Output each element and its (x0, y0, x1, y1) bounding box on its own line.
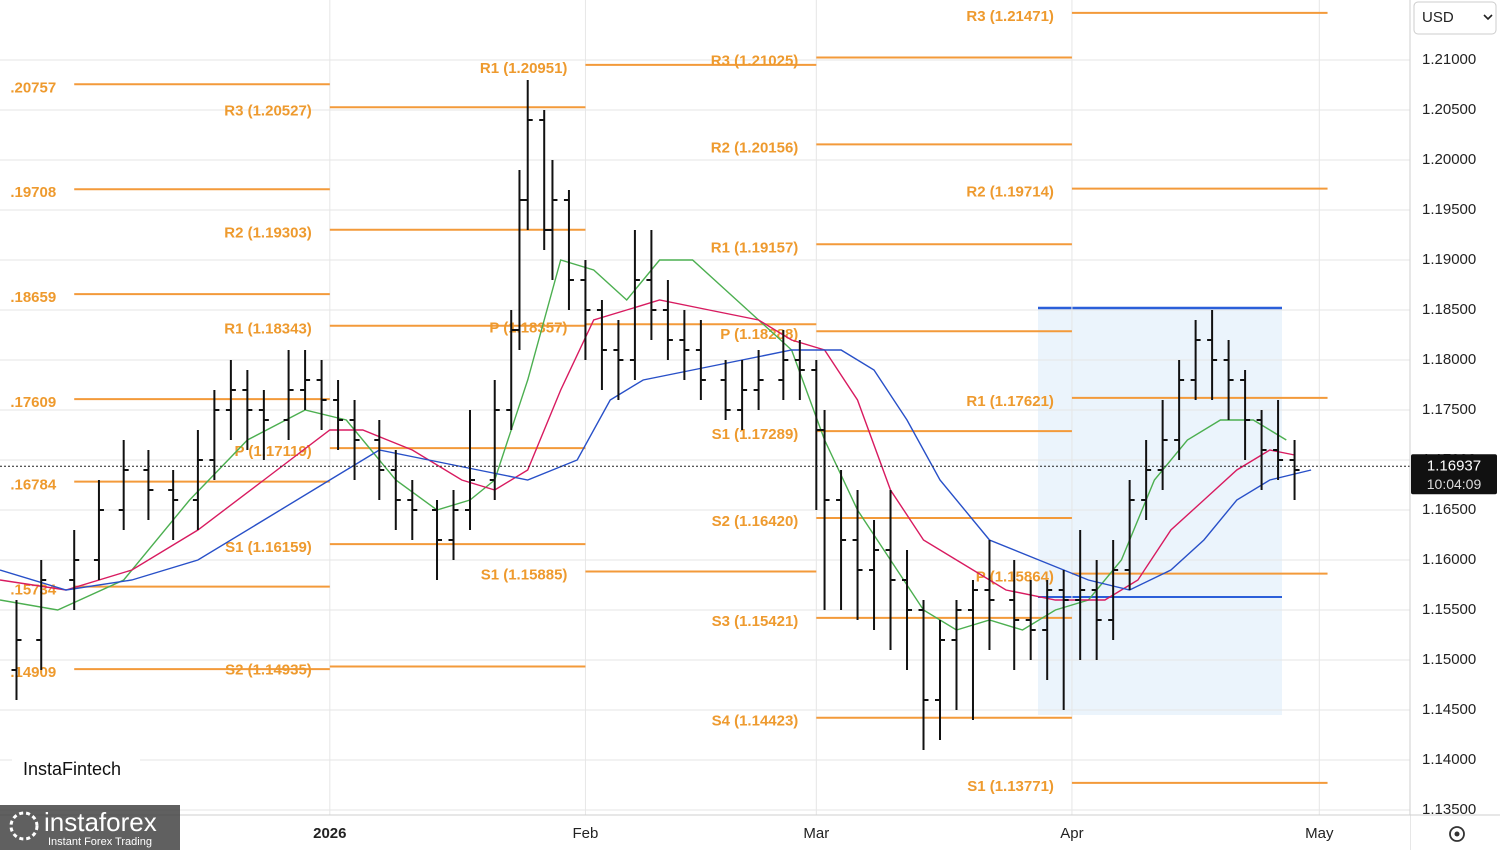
pivot-label: R1 (1.19157) (711, 239, 799, 256)
pivot-label: .16784 (10, 477, 57, 494)
x-tick-label: Apr (1060, 825, 1083, 842)
y-tick-label: 1.18000 (1422, 351, 1476, 368)
price-axis-bg (1410, 0, 1500, 850)
pivot-label: S4 (1.14423) (712, 713, 799, 730)
pivot-label: S1 (1.16159) (225, 539, 312, 556)
pivot-label: .20757 (10, 79, 56, 96)
x-tick-label: May (1305, 825, 1334, 842)
settings-icon-dot (1454, 831, 1460, 837)
y-tick-label: 1.21000 (1422, 51, 1476, 68)
brand-box (12, 748, 140, 792)
moving-average (0, 299, 1295, 601)
x-tick-label: Feb (573, 825, 599, 842)
volume-profile-area (1038, 308, 1282, 715)
currency-label: USD (1422, 9, 1454, 26)
y-tick-label: 1.19000 (1422, 251, 1476, 268)
brand-tagline: Instant Forex Trading (48, 836, 152, 848)
y-tick-label: 1.14500 (1422, 701, 1476, 718)
pivot-label: R1 (1.18343) (224, 321, 312, 338)
settings-icon[interactable] (1449, 826, 1465, 842)
pivot-label: S1 (1.13771) (967, 778, 1054, 795)
x-tick-label: 2026 (313, 825, 346, 842)
pivot-label: P (1.18357) (489, 319, 567, 336)
moving-average (0, 259, 1287, 631)
y-tick-label: 1.20000 (1422, 151, 1476, 168)
y-tick-label: 1.16500 (1422, 501, 1476, 518)
y-tick-label: 1.20500 (1422, 101, 1476, 118)
dropdown-arrow (1483, 14, 1493, 21)
brand-logo: instaforex (44, 807, 157, 837)
pivot-label: .18659 (10, 289, 56, 306)
pivot-label: R1 (1.20951) (480, 60, 568, 77)
pivot-label: .15734 (10, 582, 57, 599)
last-price-label: 1.16937 (1427, 457, 1481, 474)
brand-small: InstaFintech (23, 759, 121, 779)
pivot-label: R3 (1.21025) (711, 52, 799, 69)
pivot-label: R3 (1.20527) (224, 102, 312, 119)
y-tick-label: 1.17500 (1422, 401, 1476, 418)
pivot-label: .17609 (10, 394, 56, 411)
countdown-label: 10:04:09 (1427, 476, 1482, 492)
y-tick-label: 1.19500 (1422, 201, 1476, 218)
pivot-label: S1 (1.15885) (481, 566, 568, 583)
y-tick-label: 1.16000 (1422, 551, 1476, 568)
pivot-label: P (1.17119) (235, 443, 312, 460)
pivot-label: R2 (1.20156) (711, 139, 799, 156)
pivot-label: S2 (1.16420) (712, 513, 799, 530)
last-price-box (1411, 454, 1497, 495)
pivot-label: R1 (1.17621) (966, 393, 1054, 410)
logo-icon (9, 811, 39, 841)
pivot-label: R2 (1.19303) (224, 225, 312, 242)
x-tick-label: Mar (803, 825, 829, 842)
y-tick-label: 1.13500 (1422, 801, 1476, 818)
y-tick-label: 1.15000 (1422, 651, 1476, 668)
pivot-label: .14909 (10, 664, 56, 681)
pivot-label: R2 (1.19714) (966, 184, 1054, 201)
pivot-label: S3 (1.15421) (712, 613, 799, 630)
pivot-label: S1 (1.17289) (712, 426, 799, 443)
pivot-label: R3 (1.21471) (966, 8, 1054, 25)
y-tick-label: 1.18500 (1422, 301, 1476, 318)
pivot-label: S2 (1.14935) (225, 661, 312, 678)
pivot-label: P (1.18288) (720, 326, 798, 343)
currency-select[interactable] (1413, 1, 1497, 35)
y-tick-label: 1.14000 (1422, 751, 1476, 768)
pivot-label: .19708 (10, 184, 56, 201)
time-axis-bg (0, 815, 1410, 850)
y-tick-label: 1.15500 (1422, 601, 1476, 618)
logo-box (0, 805, 180, 850)
